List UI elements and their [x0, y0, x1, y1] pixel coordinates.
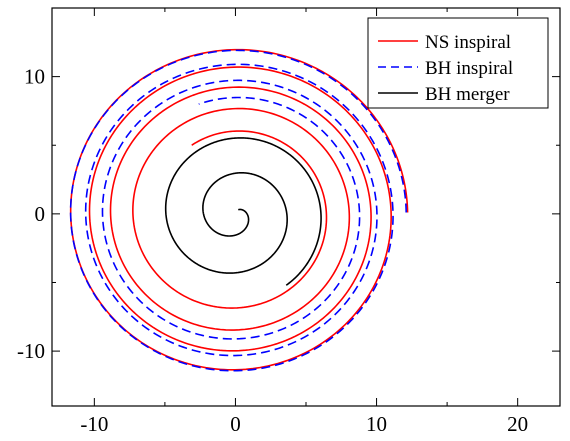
- series-layer: [69, 48, 409, 372]
- x-tick-label: -10: [80, 412, 108, 436]
- series-line-ns-inspiral: [69, 48, 409, 371]
- legend-label-bh-inspiral: BH inspiral: [425, 58, 513, 79]
- x-tick-label: 20: [507, 412, 528, 436]
- legend: NS inspiral BH inspiral BH merger: [367, 17, 549, 109]
- x-tick-label: 10: [366, 412, 387, 436]
- y-tick-label: 0: [35, 202, 46, 226]
- y-tick-label: -10: [17, 339, 45, 363]
- y-tick-label: 10: [24, 65, 45, 89]
- tick-layer: -10 0 10 20 -10 0 10: [17, 8, 560, 436]
- legend-label-bh-merger: BH merger: [425, 84, 510, 105]
- x-tick-label: 0: [230, 412, 241, 436]
- legend-label-ns-inspiral: NS inspiral: [425, 32, 511, 53]
- series-line-bh-merger: [164, 137, 322, 286]
